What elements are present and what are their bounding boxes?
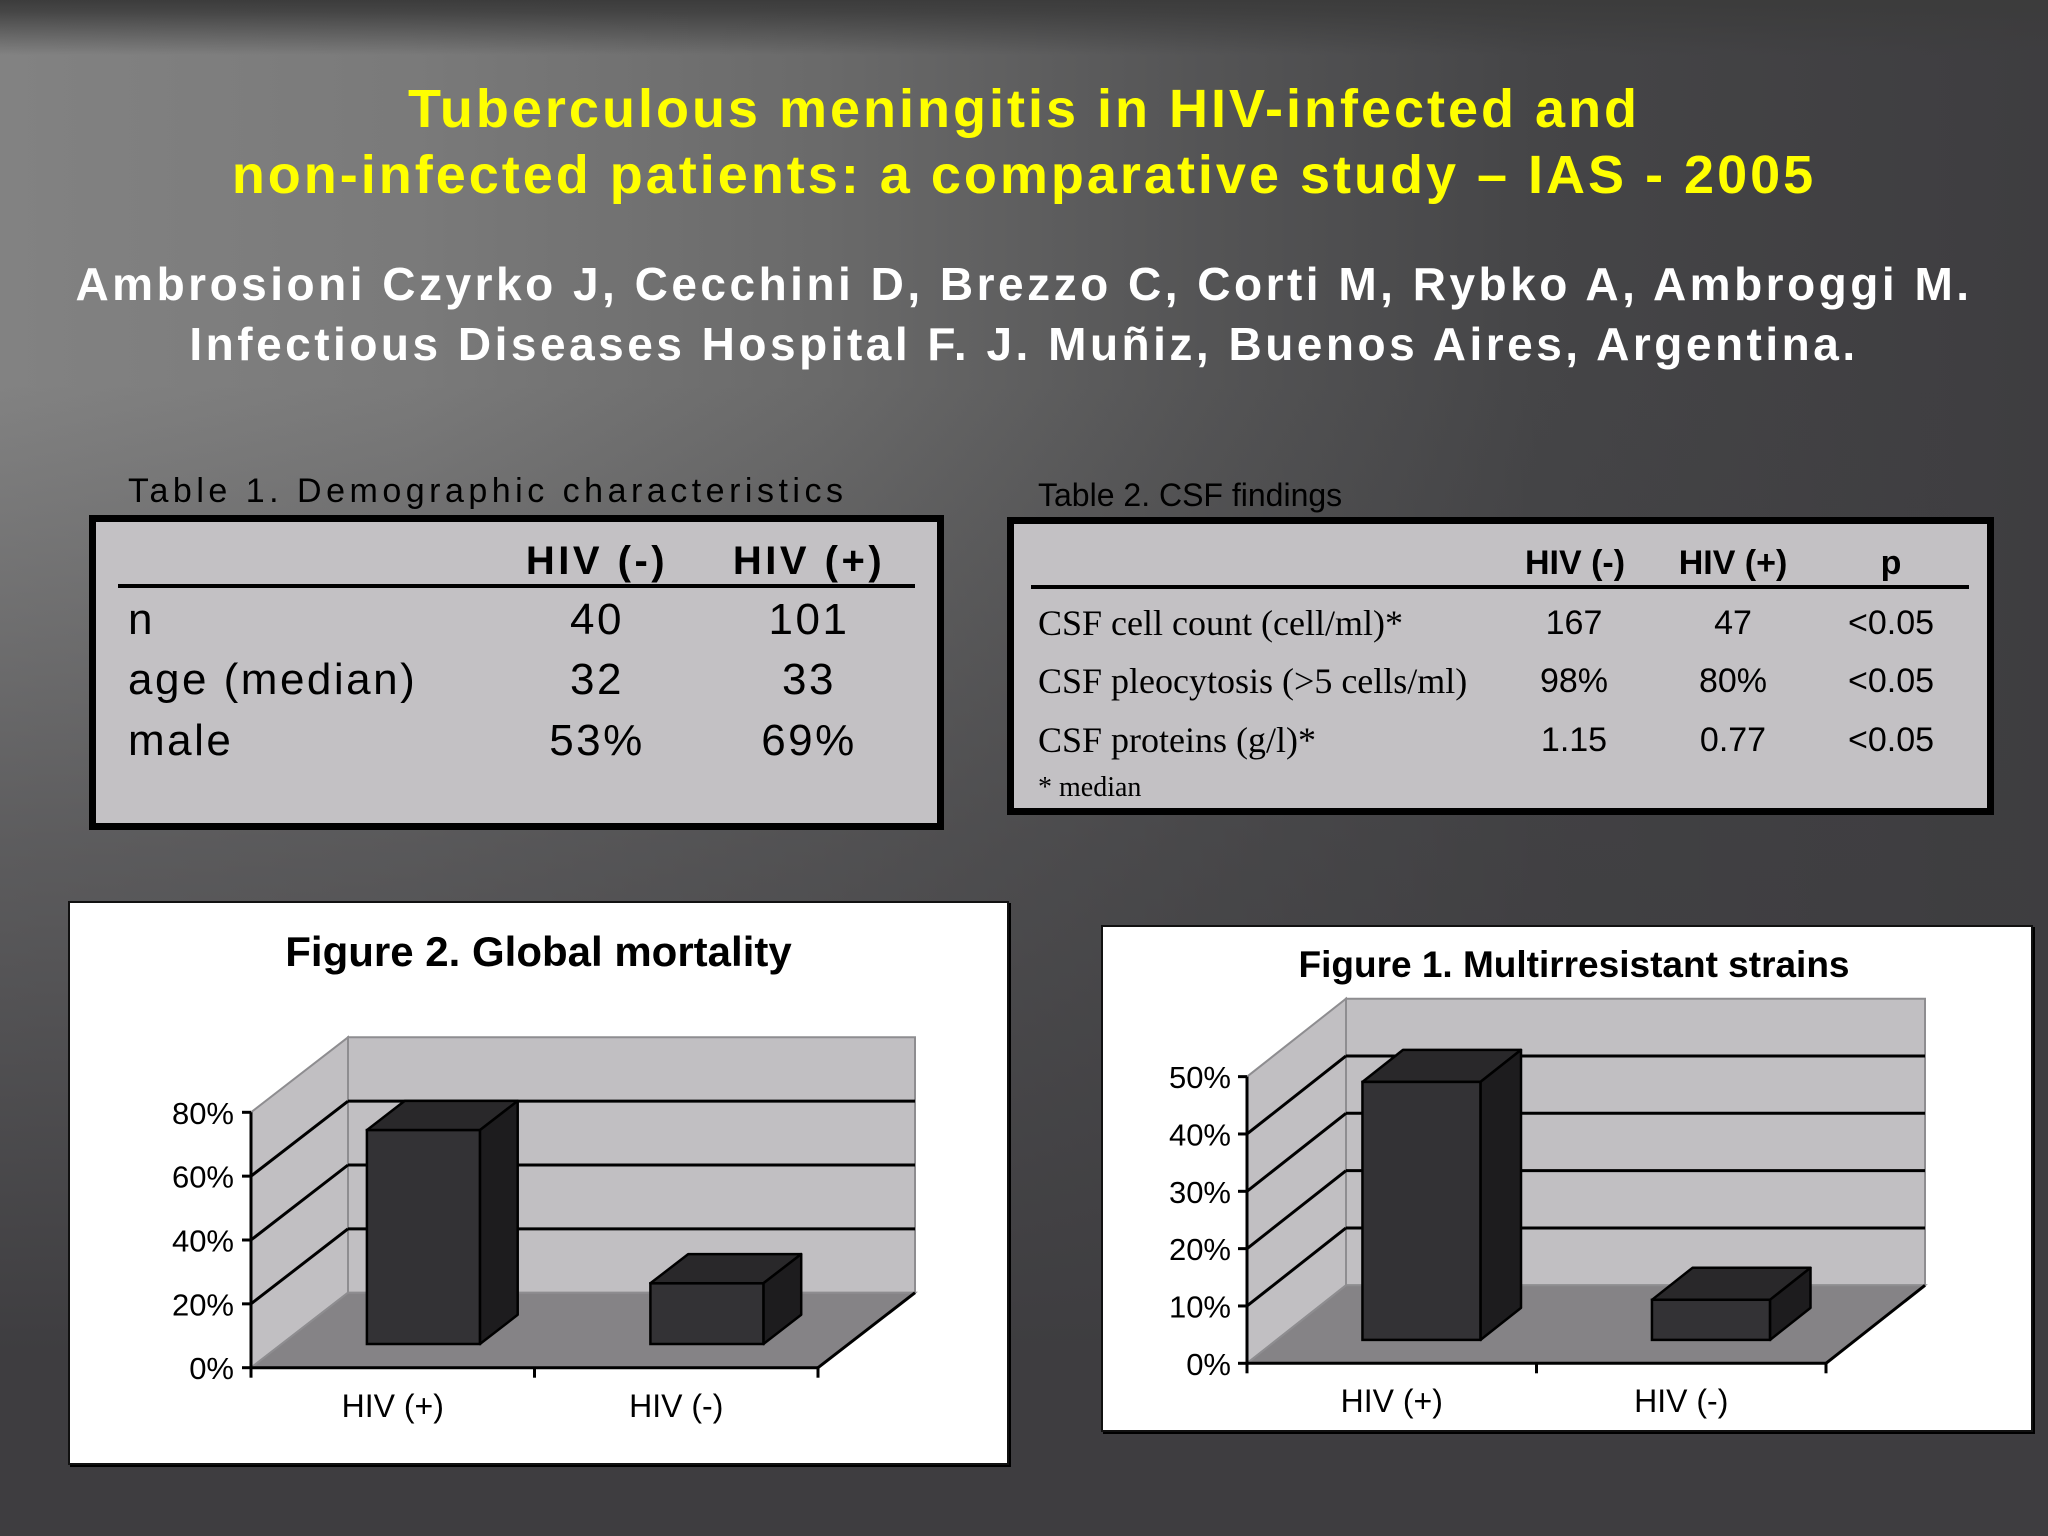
row-label: n — [128, 595, 155, 644]
cell-hiv-positive: 101 — [768, 595, 850, 644]
cell-p-value: <0.05 — [1847, 604, 1935, 642]
table-2-footnote: * median — [1038, 772, 1142, 803]
table-1-header-hiv-positive: HIV (+) — [732, 539, 886, 583]
table-1-caption: Table 1. Demographic characteristics — [128, 472, 848, 510]
table-2-header-rule — [1031, 585, 1969, 589]
authors: Ambrosioni Czyrko J, Cecchini D, Brezzo … — [75, 258, 1973, 310]
affiliation: Infectious Diseases Hospital F. J. Muñiz… — [189, 318, 1859, 370]
cell-p-value: <0.05 — [1847, 662, 1935, 700]
table-2-frame — [1007, 517, 1994, 815]
table-2-header-hiv-negative: HIV (-) — [1524, 544, 1626, 582]
chart-title: Figure 2. Global mortality — [285, 928, 792, 975]
row-label: male — [128, 716, 234, 765]
slide-title-line-2: non-infected patients: a comparative stu… — [231, 145, 1817, 205]
cell-hiv-positive: 33 — [782, 655, 836, 704]
cell-hiv-negative: 53% — [549, 716, 645, 765]
figure-1-multiresistant-strains: Figure 1. Multirresistant strains — [1101, 925, 2033, 1432]
cell-hiv-negative: 1.15 — [1540, 721, 1608, 759]
row-label: CSF cell count (cell/ml)* — [1038, 603, 1403, 643]
table-1-frame — [89, 515, 944, 830]
table-2-header-hiv-positive: HIV (+) — [1678, 544, 1788, 582]
row-label: age (median) — [128, 655, 418, 704]
row-label: CSF proteins (g/l)* — [1038, 720, 1317, 760]
table-1-header-rule — [118, 584, 915, 588]
table-2-header-p-value: p — [1880, 544, 1902, 582]
cell-hiv-negative: 98% — [1539, 662, 1609, 700]
table-2-caption: Table 2. CSF findings — [1038, 477, 1343, 513]
cell-hiv-positive: 80% — [1698, 662, 1768, 700]
cell-hiv-negative: 32 — [570, 655, 624, 704]
cell-hiv-negative: 167 — [1545, 604, 1603, 642]
cell-hiv-positive: 69% — [761, 716, 857, 765]
cell-hiv-positive: 0.77 — [1699, 721, 1767, 759]
cell-p-value: <0.05 — [1847, 721, 1935, 759]
chart-title: Figure 1. Multirresistant strains — [1298, 944, 1850, 985]
slide-title-line-1: Tuberculous meningitis in HIV-infected a… — [407, 79, 1641, 139]
row-label: CSF pleocytosis (>5 cells/ml) — [1038, 661, 1468, 701]
cell-hiv-positive: 47 — [1714, 604, 1752, 642]
figure-2-global-mortality: Figure 2. Global mortality — [68, 901, 1009, 1465]
table-1-header-hiv-negative: HIV (-) — [525, 539, 669, 583]
cell-hiv-negative: 40 — [570, 595, 624, 644]
